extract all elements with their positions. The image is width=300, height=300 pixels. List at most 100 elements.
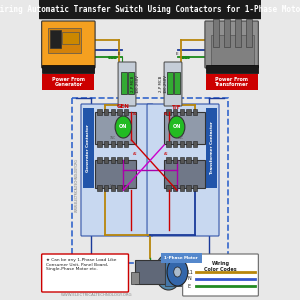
Bar: [62, 32, 79, 44]
Bar: [174, 72, 180, 94]
FancyBboxPatch shape: [183, 254, 258, 296]
Text: WWW.ELECTRICALTECHNOLOGY.ORG: WWW.ELECTRICALTECHNOLOGY.ORG: [61, 293, 133, 297]
Bar: [117, 109, 122, 115]
Circle shape: [155, 254, 182, 290]
FancyBboxPatch shape: [205, 21, 258, 68]
Bar: [186, 141, 191, 147]
Text: 2-P MCB
100-250V: 2-P MCB 100-250V: [131, 75, 140, 93]
Bar: [104, 185, 108, 191]
Bar: [186, 157, 191, 163]
Text: N: N: [187, 277, 191, 281]
FancyBboxPatch shape: [42, 254, 128, 292]
Bar: [173, 185, 178, 191]
Bar: [83, 108, 94, 188]
Text: WWW.ELECTRICALTECHNOLOGY.ORG: WWW.ELECTRICALTECHNOLOGY.ORG: [75, 158, 79, 212]
Bar: [206, 65, 258, 73]
Bar: [247, 19, 252, 47]
Circle shape: [167, 258, 188, 286]
Circle shape: [169, 116, 185, 138]
Bar: [135, 260, 165, 284]
Bar: [50, 30, 61, 48]
Bar: [42, 65, 94, 73]
Bar: [211, 35, 254, 65]
Bar: [95, 112, 136, 144]
Text: Power From
Generator: Power From Generator: [52, 76, 85, 87]
Circle shape: [174, 267, 181, 277]
Text: A2: A2: [133, 152, 138, 156]
Bar: [124, 185, 128, 191]
Text: L1: L1: [187, 269, 193, 275]
Bar: [193, 157, 197, 163]
Bar: [104, 109, 108, 115]
Bar: [111, 157, 115, 163]
Bar: [97, 109, 102, 115]
Bar: [128, 72, 134, 94]
Bar: [111, 109, 115, 115]
FancyBboxPatch shape: [42, 21, 95, 68]
Text: A2: A2: [164, 152, 169, 156]
Bar: [186, 185, 191, 191]
Bar: [39, 0, 261, 18]
Text: ON: ON: [172, 124, 181, 130]
Bar: [111, 185, 115, 191]
Bar: [42, 74, 94, 90]
Bar: [97, 141, 102, 147]
Text: 1NC: 1NC: [110, 136, 116, 140]
Bar: [173, 109, 178, 115]
Bar: [97, 157, 102, 163]
Bar: [166, 141, 171, 147]
Text: GEN: GEN: [117, 104, 130, 110]
FancyBboxPatch shape: [164, 62, 182, 106]
Bar: [206, 74, 258, 90]
Bar: [121, 72, 127, 94]
Bar: [111, 141, 115, 147]
Bar: [193, 185, 197, 191]
Bar: [166, 185, 171, 191]
FancyBboxPatch shape: [147, 104, 219, 236]
Text: 1-Phase Motor: 1-Phase Motor: [164, 256, 198, 260]
Bar: [124, 141, 128, 147]
Bar: [235, 19, 241, 47]
Bar: [117, 141, 122, 147]
Text: A1: A1: [164, 112, 169, 116]
Bar: [164, 112, 205, 144]
Bar: [117, 157, 122, 163]
Text: Transformer Contactor: Transformer Contactor: [210, 122, 214, 174]
Bar: [95, 160, 136, 188]
FancyBboxPatch shape: [81, 104, 153, 236]
Bar: [161, 253, 202, 263]
Text: E: E: [118, 52, 121, 56]
Text: ON: ON: [119, 124, 128, 130]
Circle shape: [115, 116, 131, 138]
Bar: [117, 185, 122, 191]
Bar: [124, 157, 128, 163]
Bar: [180, 141, 184, 147]
Bar: [224, 19, 230, 47]
Bar: [166, 109, 171, 115]
Bar: [193, 141, 197, 147]
Bar: [206, 108, 217, 188]
Text: Wiring
Color Codes: Wiring Color Codes: [204, 261, 237, 272]
Text: E: E: [187, 284, 190, 289]
Text: T/F: T/F: [172, 104, 182, 110]
Bar: [167, 72, 173, 94]
Bar: [180, 185, 184, 191]
Bar: [173, 141, 178, 147]
Bar: [180, 109, 184, 115]
Text: A1: A1: [133, 112, 138, 116]
Bar: [213, 19, 219, 47]
Text: Generator Contactor: Generator Contactor: [86, 124, 90, 172]
Bar: [48, 28, 81, 53]
Bar: [104, 141, 108, 147]
Text: E: E: [176, 52, 178, 56]
Bar: [165, 258, 191, 286]
Bar: [97, 185, 102, 191]
Bar: [193, 109, 197, 115]
Text: 2NC: 2NC: [178, 136, 184, 140]
Bar: [131, 272, 139, 284]
Bar: [180, 157, 184, 163]
Bar: [173, 157, 178, 163]
FancyBboxPatch shape: [118, 62, 136, 106]
Bar: [72, 98, 228, 263]
Bar: [186, 109, 191, 115]
